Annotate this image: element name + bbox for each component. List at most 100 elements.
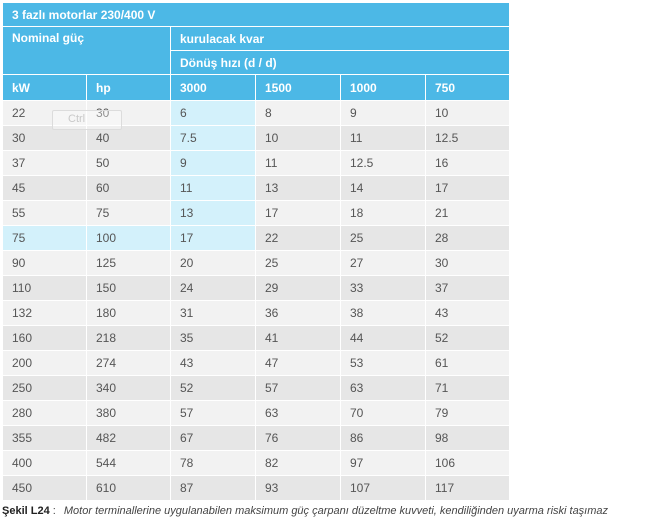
table-cell: 36 bbox=[255, 300, 341, 326]
table-cell: 9 bbox=[170, 150, 256, 176]
table-row: 400 544 78 82 97 106 bbox=[2, 450, 511, 476]
table-row: 450 610 87 93 107 117 bbox=[2, 475, 511, 501]
table-cell: 380 bbox=[86, 400, 171, 426]
table-row: 110 150 24 29 33 37 bbox=[2, 275, 511, 301]
table-cell: 87 bbox=[170, 475, 256, 501]
table-cell: 63 bbox=[255, 400, 341, 426]
table-cell: 47 bbox=[255, 350, 341, 376]
table-cell: 20 bbox=[170, 250, 256, 276]
column-header: 1000 bbox=[340, 74, 426, 101]
table-cell: 6 bbox=[170, 100, 256, 126]
table-row: 55 75 13 17 18 21 bbox=[2, 200, 511, 226]
table-cell: 22 bbox=[2, 100, 87, 126]
table-cell: 355 bbox=[2, 425, 87, 451]
table-row: 250 340 52 57 63 71 bbox=[2, 375, 511, 401]
ghost-tooltip-box bbox=[52, 110, 122, 130]
table-cell: 60 bbox=[86, 175, 171, 201]
table-cell: 24 bbox=[170, 275, 256, 301]
table-cell: 57 bbox=[255, 375, 341, 401]
table-cell: 160 bbox=[2, 325, 87, 351]
table-row: 132 180 31 36 38 43 bbox=[2, 300, 511, 326]
table-row: 45 60 11 13 14 17 bbox=[2, 175, 511, 201]
table-cell: 107 bbox=[340, 475, 426, 501]
table-cell: 10 bbox=[255, 125, 341, 151]
table-cell: 63 bbox=[340, 375, 426, 401]
table-cell: 57 bbox=[170, 400, 256, 426]
table-cell: 12.5 bbox=[340, 150, 426, 176]
table-row: 280 380 57 63 70 79 bbox=[2, 400, 511, 426]
table-cell: 82 bbox=[255, 450, 341, 476]
table-cell: 17 bbox=[170, 225, 256, 251]
table-cell: 76 bbox=[255, 425, 341, 451]
table-cell: 11 bbox=[255, 150, 341, 176]
table-cell: 30 bbox=[424, 250, 511, 276]
table-cell: 482 bbox=[86, 425, 171, 451]
table-title: 3 fazlı motorlar 230/400 V bbox=[1, 2, 511, 27]
table-cell: 117 bbox=[424, 475, 511, 501]
table-cell: 52 bbox=[424, 325, 511, 351]
table-cell: 44 bbox=[340, 325, 426, 351]
table-cell: 250 bbox=[2, 375, 87, 401]
table-cell: 70 bbox=[340, 400, 426, 426]
table-cell: 86 bbox=[340, 425, 426, 451]
table-cell: 28 bbox=[424, 225, 511, 251]
table-cell: 11 bbox=[170, 175, 256, 201]
table-cell: 53 bbox=[340, 350, 426, 376]
table-cell: 45 bbox=[2, 175, 87, 201]
table-row: 37 50 9 11 12.5 16 bbox=[2, 150, 511, 176]
column-header: 3000 bbox=[170, 74, 256, 101]
column-header: 750 bbox=[424, 74, 511, 101]
table-cell: 450 bbox=[2, 475, 87, 501]
column-header: 1500 bbox=[255, 74, 341, 101]
table-row: 30 40 7.5 10 11 12.5 bbox=[2, 125, 511, 151]
table-cell: 37 bbox=[424, 275, 511, 301]
table-cell: 52 bbox=[170, 375, 256, 401]
table-cell: 110 bbox=[2, 275, 87, 301]
table-cell: 31 bbox=[170, 300, 256, 326]
table-row: 355 482 67 76 86 98 bbox=[2, 425, 511, 451]
ghost-tooltip-label: Ctrl bbox=[68, 113, 86, 125]
table-cell: 7.5 bbox=[170, 125, 256, 151]
table-cell: 38 bbox=[340, 300, 426, 326]
table-cell: 71 bbox=[424, 375, 511, 401]
table-cell: 43 bbox=[424, 300, 511, 326]
table-cell: 11 bbox=[340, 125, 426, 151]
table-cell: 21 bbox=[424, 200, 511, 226]
table-cell: 274 bbox=[86, 350, 171, 376]
table-cell: 93 bbox=[255, 475, 341, 501]
caption-label: Şekil L24 bbox=[2, 505, 50, 517]
caption-separator: : bbox=[52, 505, 56, 517]
table-cell: 97 bbox=[340, 450, 426, 476]
table-cell: 98 bbox=[424, 425, 511, 451]
table-cell: 75 bbox=[2, 225, 87, 251]
table-cell: 33 bbox=[340, 275, 426, 301]
table-cell: 67 bbox=[170, 425, 256, 451]
table-cell: 25 bbox=[340, 225, 426, 251]
table-cell: 55 bbox=[2, 200, 87, 226]
table-cell: 17 bbox=[255, 200, 341, 226]
table-cell: 340 bbox=[86, 375, 171, 401]
table-cell: 100 bbox=[86, 225, 171, 251]
table-cell: 14 bbox=[340, 175, 426, 201]
table-cell: 200 bbox=[2, 350, 87, 376]
figure-caption: Şekil L24 : Motor terminallerine uygulan… bbox=[2, 505, 658, 517]
table-cell: 16 bbox=[424, 150, 511, 176]
nominal-power-header: Nominal güç bbox=[2, 26, 171, 75]
table-cell: 180 bbox=[86, 300, 171, 326]
table-cell: 544 bbox=[86, 450, 171, 476]
table-cell: 132 bbox=[2, 300, 87, 326]
table-cell: 8 bbox=[255, 100, 341, 126]
speed-header: Dönüş hızı (d / d) bbox=[169, 50, 511, 75]
table-cell: 610 bbox=[86, 475, 171, 501]
table-cell: 18 bbox=[340, 200, 426, 226]
table-cell: 106 bbox=[424, 450, 511, 476]
caption-text: Motor terminallerine uygulanabilen maksi… bbox=[63, 505, 609, 517]
table-cell: 400 bbox=[2, 450, 87, 476]
table-row: 90 125 20 25 27 30 bbox=[2, 250, 511, 276]
table-row: 75 100 17 22 25 28 bbox=[2, 225, 511, 251]
table-cell: 50 bbox=[86, 150, 171, 176]
kvar-header: kurulacak kvar bbox=[169, 26, 511, 51]
table-cell: 78 bbox=[170, 450, 256, 476]
table-cell: 17 bbox=[424, 175, 511, 201]
table-cell: 41 bbox=[255, 325, 341, 351]
